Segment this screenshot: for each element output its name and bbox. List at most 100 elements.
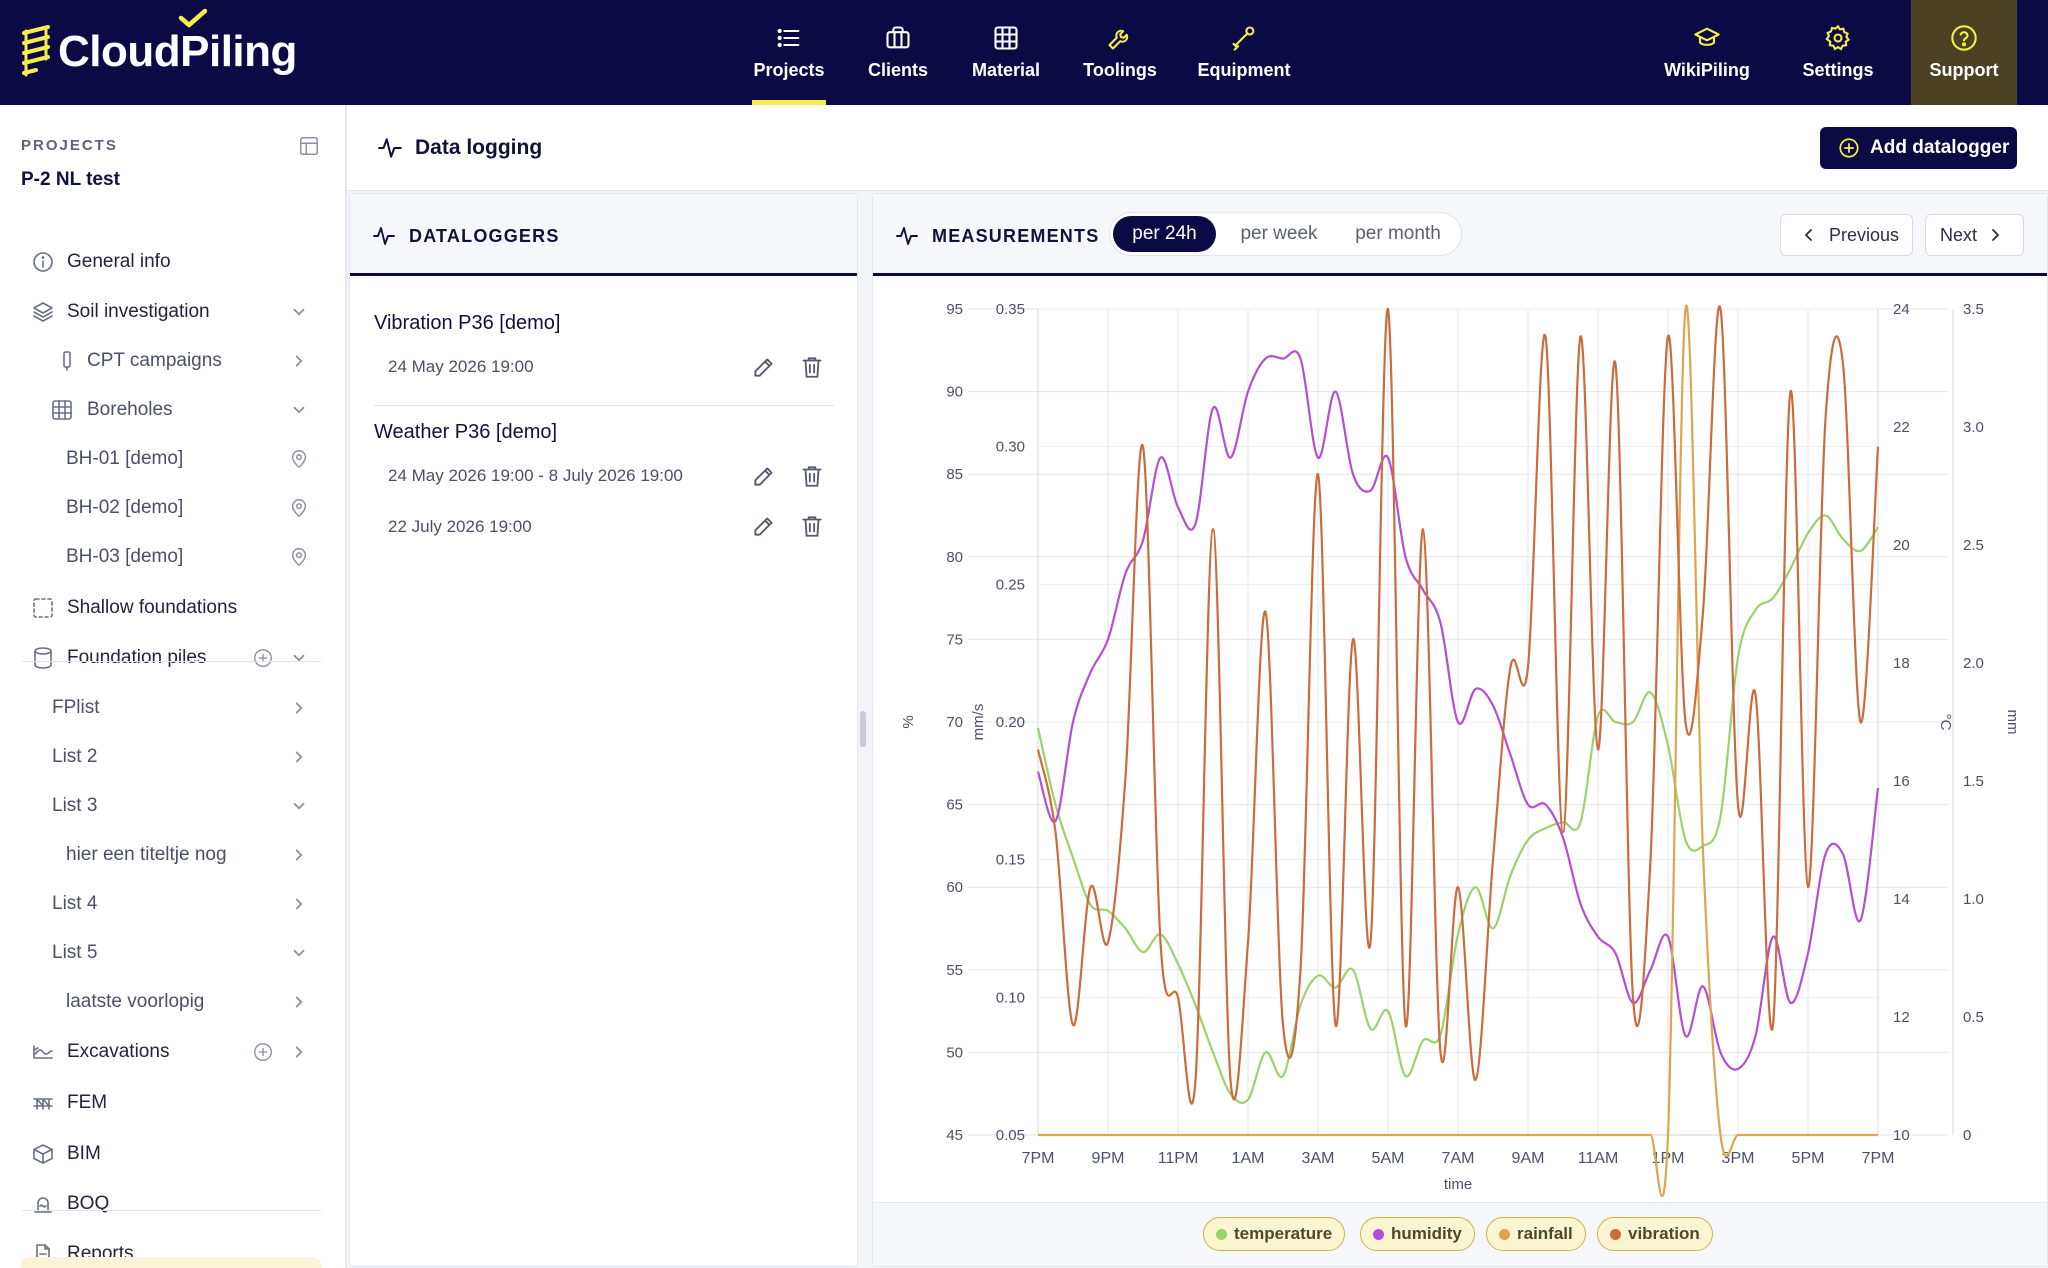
chevron-right-icon[interactable] [290,846,308,864]
sidebar-item-bim[interactable]: BIM [0,1131,345,1177]
list-icon [777,28,800,48]
x-tick-label: 1AM [1232,1150,1265,1167]
datalogger-range[interactable]: 22 July 2026 19:00 [388,517,532,536]
scale-icon [34,1197,52,1213]
plus-circle-icon[interactable] [252,647,274,669]
sidebar-item-list-3[interactable]: List 3 [0,783,345,829]
y-tick-label-rainfall: 3.0 [1963,419,1984,436]
sidebar-item-label: BH-03 [demo] [66,546,184,567]
period-week-button[interactable]: per week [1240,223,1318,244]
sidebar-item-fem[interactable]: FEM [0,1080,345,1126]
edit-pencil-icon[interactable] [751,463,777,489]
sidebar-item-shallow-foundations[interactable]: Shallow foundations [0,585,345,631]
delete-trash-icon[interactable] [799,513,825,539]
nav-material[interactable]: Material [970,0,1042,105]
legend-vibration[interactable]: vibration [1597,1217,1713,1251]
chevron-right-icon[interactable] [290,748,308,766]
chevron-down-icon[interactable] [290,303,308,321]
sidebar-item-laatste-voorlopig[interactable]: laatste voorlopig [0,979,345,1025]
nav-wikipiling[interactable]: WikiPiling [1664,0,1750,105]
datalogger-divider [374,405,834,406]
sidebar-item-fplist[interactable]: FPlist [0,685,345,731]
legend-dot [1216,1228,1227,1240]
layout-toggle-icon[interactable] [298,135,320,157]
activity-icon [373,227,395,245]
edit-pencil-icon[interactable] [751,354,777,380]
x-axis-label: time [1444,1176,1472,1193]
y-tick-label-temperature: 16 [1893,773,1910,790]
sidebar-item-label: List 5 [52,942,98,963]
sidebar-item-titeltje[interactable]: hier een titeltje nog [0,832,345,878]
sidebar-item-cpt-campaigns[interactable]: CPT campaigns [0,338,345,384]
panel-resize-handle[interactable] [860,711,866,747]
period-24h-button[interactable]: per 24h [1113,216,1216,252]
chevron-right-icon[interactable] [290,1043,308,1061]
chevron-right-icon[interactable] [290,352,308,370]
nav-wikipiling-label: WikiPiling [1664,60,1750,80]
next-button[interactable]: Next [1925,214,2024,256]
question-circle-icon [1951,25,1977,51]
chevron-right-icon[interactable] [290,895,308,913]
map-pin-icon[interactable] [288,546,310,568]
delete-trash-icon[interactable] [799,463,825,489]
sidebar-item-bh-03[interactable]: BH-03 [demo] [0,534,345,580]
y-tick-label-humidity: 70 [946,714,963,731]
delete-trash-icon[interactable] [799,354,825,380]
datalogger-range[interactable]: 24 May 2026 19:00 [388,357,534,376]
x-tick-label: 5AM [1372,1150,1405,1167]
sidebar-item-bh-02[interactable]: BH-02 [demo] [0,485,345,531]
plus-circle-icon[interactable] [252,1041,274,1063]
nav-settings[interactable]: Settings [1802,0,1874,105]
cylinder-icon [34,647,52,669]
map-pin-icon[interactable] [288,497,310,519]
y-tick-label-temperature: 18 [1893,655,1910,672]
sidebar-item-boq[interactable]: BOQ [0,1181,345,1227]
legend-label: vibration [1628,1224,1700,1243]
y-tick-label-rainfall: 2.5 [1963,537,1984,554]
sidebar-item-label: BH-02 [demo] [66,497,184,518]
sidebar-item-list-5[interactable]: List 5 [0,930,345,976]
chevron-right-icon[interactable] [290,699,308,717]
sidebar-item-label: FEM [67,1092,108,1113]
nav-equipment[interactable]: Equipment [1198,0,1291,105]
y-tick-label-vibration: 0.30 [996,439,1025,456]
chevron-right-icon[interactable] [290,993,308,1011]
datalogger-range[interactable]: 24 May 2026 19:00 - 8 July 2026 19:00 [388,466,683,485]
wrench-icon [1108,29,1129,50]
sidebar-item-list-2[interactable]: List 2 [0,734,345,780]
nav-projects[interactable]: Projects [752,0,826,105]
y-tick-label-vibration: 0.20 [996,714,1025,731]
chevron-down-icon[interactable] [290,797,308,815]
chevron-down-icon[interactable] [290,401,308,419]
chevron-down-icon[interactable] [290,944,308,962]
cloudpiling-logo[interactable]: CloudPiling [20,8,297,84]
x-tick-label: 5PM [1792,1150,1825,1167]
sidebar-item-excavations[interactable]: Excavations [0,1029,345,1075]
nav-support[interactable]: Support [1911,0,2017,105]
nav-clients[interactable]: Clients [866,0,930,105]
period-month-button[interactable]: per month [1355,223,1441,244]
sidebar-item-boreholes[interactable]: Boreholes [0,387,345,433]
sidebar-item-soil-investigation[interactable]: Soil investigation [0,289,345,335]
chevron-left-icon [1804,229,1812,241]
measurements-chart[interactable]: 7PM 9PM 11PM 1AM 3AM 5AM 7AM 9AM 11AM 1PM 3PM 5PM 7P… [873,279,2047,1197]
nav-toolings[interactable]: Toolings [1083,0,1157,105]
datalogger-name[interactable]: Weather P36 [demo] [374,421,558,443]
edit-pencil-icon[interactable] [751,513,777,539]
map-pin-icon[interactable] [288,448,310,470]
sidebar-item-list-4[interactable]: List 4 [0,881,345,927]
dataloggers-title: DATALOGGERS [409,226,560,246]
probe-icon [63,351,71,371]
sidebar-separator [21,1210,321,1211]
legend-rainfall[interactable]: rainfall [1486,1217,1586,1251]
sidebar-item-bh-01[interactable]: BH-01 [demo] [0,436,345,482]
legend-temperature[interactable]: temperature [1203,1217,1346,1251]
sidebar-item-foundation-piles[interactable]: Foundation piles [0,635,345,681]
legend-humidity[interactable]: humidity [1360,1217,1475,1251]
sidebar-item-general-info[interactable]: General info [0,239,345,285]
previous-button[interactable]: Previous [1780,214,1913,256]
chevron-down-icon[interactable] [290,649,308,667]
x-tick-label: 7PM [1022,1150,1055,1167]
datalogger-name[interactable]: Vibration P36 [demo] [374,312,561,334]
add-datalogger-button[interactable]: Add datalogger [1820,127,2017,169]
